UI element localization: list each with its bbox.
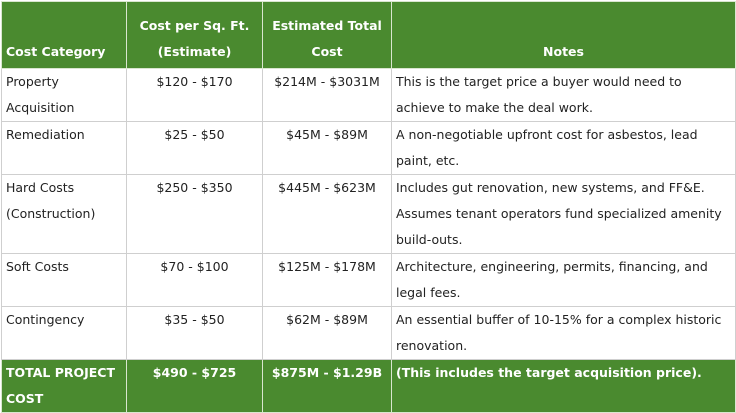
row-notes: An essential buffer of 10-15% for a comp… <box>391 306 736 360</box>
table-row: Contingency $35 - $50 $62M - $89M An ess… <box>1 306 736 360</box>
row-category: Remediation <box>1 121 127 175</box>
row-total-cost: $214M - $3031M <box>262 68 392 122</box>
table-row: Hard Costs (Construction) $250 - $350 $4… <box>1 174 736 254</box>
row-notes: Architecture, engineering, permits, fina… <box>391 253 736 307</box>
row-category: Soft Costs <box>1 253 127 307</box>
header-cost-per-sqft: Cost per Sq. Ft. (Estimate) <box>126 1 263 69</box>
row-cost-per-sqft: $25 - $50 <box>126 121 263 175</box>
row-category: Contingency <box>1 306 127 360</box>
row-category: Hard Costs (Construction) <box>1 174 127 254</box>
total-cost-per-sqft: $490 - $725 <box>126 359 263 413</box>
row-cost-per-sqft: $35 - $50 <box>126 306 263 360</box>
table-row: Soft Costs $70 - $100 $125M - $178M Arch… <box>1 253 736 307</box>
table-row: Property Acquisition $120 - $170 $214M -… <box>1 68 736 122</box>
header-row: Cost Category Cost per Sq. Ft. (Estimate… <box>1 1 736 69</box>
row-cost-per-sqft: $70 - $100 <box>126 253 263 307</box>
row-category: Property Acquisition <box>1 68 127 122</box>
total-estimated-cost: $875M - $1.29B <box>262 359 392 413</box>
header-cost-category: Cost Category <box>1 1 127 69</box>
row-notes: Includes gut renovation, new systems, an… <box>391 174 736 254</box>
total-notes: (This includes the target acquisition pr… <box>391 359 736 413</box>
row-total-cost: $62M - $89M <box>262 306 392 360</box>
row-cost-per-sqft: $250 - $350 <box>126 174 263 254</box>
row-total-cost: $125M - $178M <box>262 253 392 307</box>
total-row: TOTAL PROJECT COST $490 - $725 $875M - $… <box>1 359 736 413</box>
header-notes: Notes <box>391 1 736 69</box>
row-cost-per-sqft: $120 - $170 <box>126 68 263 122</box>
header-estimated-total-cost: Estimated Total Cost <box>262 1 392 69</box>
table-row: Remediation $25 - $50 $45M - $89M A non-… <box>1 121 736 175</box>
row-notes: This is the target price a buyer would n… <box>391 68 736 122</box>
row-total-cost: $445M - $623M <box>262 174 392 254</box>
row-total-cost: $45M - $89M <box>262 121 392 175</box>
total-category: TOTAL PROJECT COST <box>1 359 127 413</box>
row-notes: A non-negotiable upfront cost for asbest… <box>391 121 736 175</box>
